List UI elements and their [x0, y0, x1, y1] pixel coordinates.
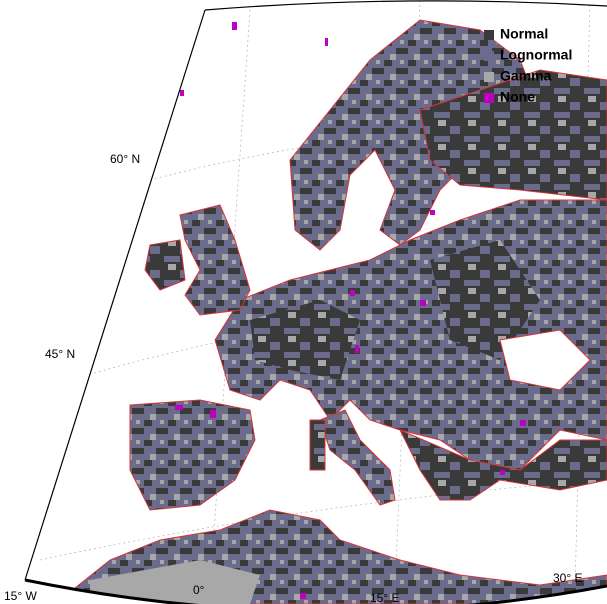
land	[180, 205, 250, 315]
map: 60° N 45° N 15° W 0° 15° E 30° E Normal L…	[0, 0, 607, 604]
legend-swatch	[484, 72, 494, 82]
graticule-label: 60° N	[110, 152, 140, 166]
land	[130, 400, 255, 510]
graticule-label: 45° N	[45, 347, 75, 361]
land	[145, 240, 185, 290]
legend-swatch	[484, 51, 494, 61]
graticule-label: 15° E	[370, 591, 399, 604]
graticule-label: 0°	[193, 583, 205, 597]
legend-label: None	[500, 89, 535, 105]
legend-swatch	[484, 30, 494, 40]
legend-label: Lognormal	[500, 47, 572, 63]
graticule-label: 30° E	[553, 571, 582, 585]
legend-swatch	[484, 93, 494, 103]
land	[310, 420, 325, 470]
frame	[205, 1, 607, 10]
legend-label: Normal	[500, 26, 548, 42]
graticule-label: 15° W	[4, 589, 37, 603]
legend-label: Gamma	[500, 68, 552, 84]
